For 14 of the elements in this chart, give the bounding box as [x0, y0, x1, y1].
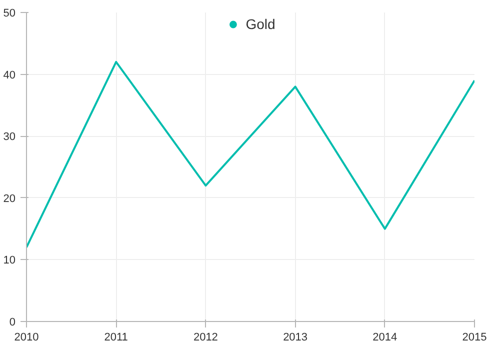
x-tick-label: 2010 — [14, 332, 39, 343]
y-tick-label: 30 — [3, 131, 16, 144]
x-tick-label: 2012 — [193, 332, 218, 343]
y-tick-label: 40 — [3, 69, 16, 82]
x-tick-label: 2013 — [283, 332, 308, 343]
y-tick-label: 20 — [3, 192, 16, 205]
x-tick-label: 2015 — [462, 332, 487, 343]
y-tick-label: 0 — [9, 316, 16, 328]
y-tick-label: 10 — [3, 254, 16, 267]
y-tick-label: 50 — [3, 8, 16, 20]
x-tick-label: 2011 — [104, 332, 128, 343]
x-tick-label: 2014 — [372, 332, 398, 343]
line-series — [26, 60, 474, 248]
legend-label: Gold — [246, 16, 276, 32]
